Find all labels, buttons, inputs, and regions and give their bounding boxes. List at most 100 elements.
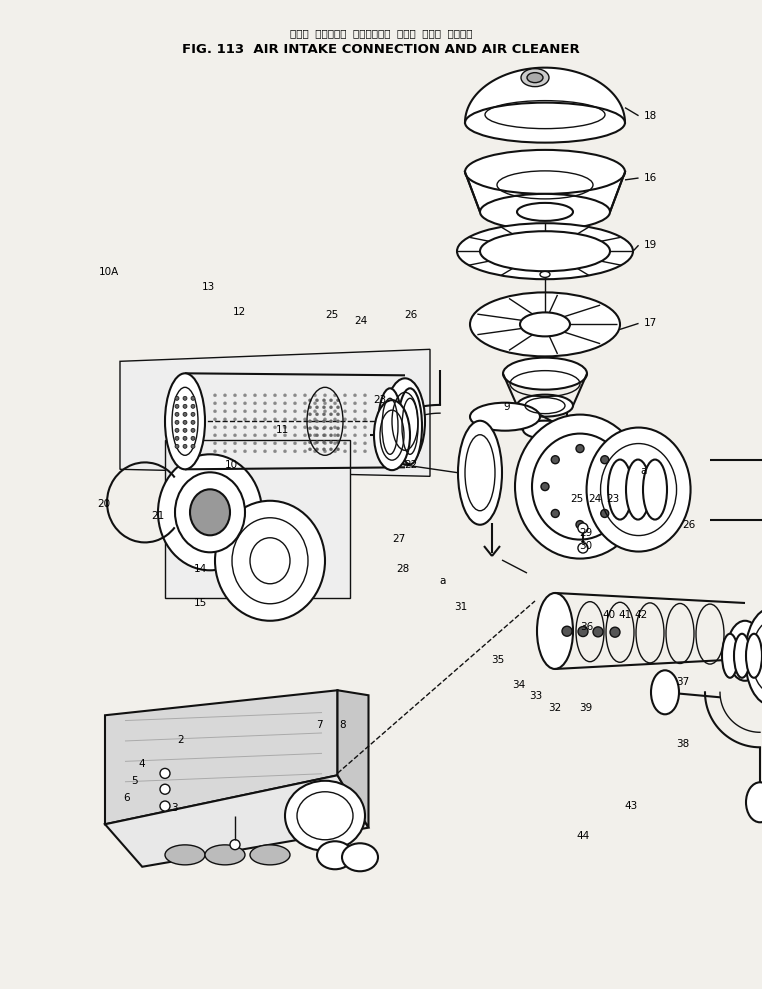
Circle shape — [244, 442, 246, 445]
Circle shape — [183, 428, 187, 432]
Text: 13: 13 — [202, 282, 215, 292]
Circle shape — [354, 409, 357, 412]
Circle shape — [334, 442, 337, 445]
Circle shape — [309, 405, 312, 408]
Circle shape — [213, 434, 216, 437]
Circle shape — [264, 426, 267, 429]
Text: 6: 6 — [123, 793, 130, 803]
Text: 23: 23 — [373, 395, 386, 405]
Circle shape — [354, 434, 357, 437]
Circle shape — [213, 450, 216, 453]
Ellipse shape — [587, 427, 690, 552]
Circle shape — [213, 409, 216, 412]
Circle shape — [183, 405, 187, 408]
Circle shape — [283, 434, 287, 437]
Circle shape — [551, 456, 559, 464]
Circle shape — [363, 402, 367, 405]
Circle shape — [309, 448, 312, 451]
Ellipse shape — [651, 671, 679, 714]
Text: 30: 30 — [579, 541, 592, 551]
Circle shape — [303, 426, 306, 429]
Circle shape — [334, 394, 337, 397]
Circle shape — [264, 450, 267, 453]
Circle shape — [293, 442, 296, 445]
Ellipse shape — [503, 358, 587, 390]
Circle shape — [337, 448, 340, 451]
Circle shape — [191, 420, 195, 424]
Circle shape — [322, 448, 325, 451]
Ellipse shape — [523, 420, 567, 439]
Circle shape — [274, 417, 277, 420]
Circle shape — [337, 434, 340, 437]
Circle shape — [315, 399, 319, 402]
Ellipse shape — [608, 460, 632, 519]
Circle shape — [354, 394, 357, 397]
Circle shape — [611, 483, 619, 491]
Text: 32: 32 — [549, 703, 562, 713]
Text: 5: 5 — [131, 776, 138, 786]
Text: 31: 31 — [454, 602, 467, 612]
Circle shape — [363, 434, 367, 437]
Ellipse shape — [520, 313, 570, 336]
Circle shape — [334, 409, 337, 412]
Circle shape — [233, 426, 236, 429]
Text: 22: 22 — [404, 460, 417, 470]
Circle shape — [283, 394, 287, 397]
Circle shape — [191, 412, 195, 416]
Circle shape — [264, 434, 267, 437]
Text: 23: 23 — [607, 494, 620, 504]
Circle shape — [293, 394, 296, 397]
Circle shape — [329, 434, 332, 437]
Circle shape — [175, 412, 179, 416]
Circle shape — [313, 417, 316, 420]
Circle shape — [223, 442, 226, 445]
Circle shape — [293, 426, 296, 429]
Circle shape — [578, 523, 588, 533]
Circle shape — [313, 450, 316, 453]
Circle shape — [313, 409, 316, 412]
Circle shape — [233, 402, 236, 405]
Circle shape — [309, 412, 312, 415]
Ellipse shape — [517, 203, 573, 221]
Circle shape — [313, 394, 316, 397]
Circle shape — [354, 426, 357, 429]
Circle shape — [175, 444, 179, 448]
Circle shape — [283, 442, 287, 445]
Ellipse shape — [374, 401, 410, 470]
Circle shape — [344, 426, 347, 429]
Ellipse shape — [480, 194, 610, 229]
Ellipse shape — [398, 389, 422, 464]
Circle shape — [578, 627, 588, 637]
Ellipse shape — [521, 68, 549, 87]
Circle shape — [183, 420, 187, 424]
Circle shape — [160, 784, 170, 794]
Circle shape — [363, 442, 367, 445]
Circle shape — [576, 520, 584, 528]
Circle shape — [309, 399, 312, 402]
Ellipse shape — [722, 634, 738, 677]
Circle shape — [363, 394, 367, 397]
Circle shape — [175, 405, 179, 408]
Text: 2: 2 — [177, 735, 184, 745]
Ellipse shape — [342, 844, 378, 871]
Circle shape — [329, 399, 332, 402]
Circle shape — [244, 417, 246, 420]
Circle shape — [324, 409, 326, 412]
Circle shape — [593, 627, 603, 637]
Circle shape — [223, 426, 226, 429]
Circle shape — [578, 543, 588, 553]
Circle shape — [576, 445, 584, 453]
Circle shape — [337, 405, 340, 408]
Text: 44: 44 — [576, 831, 589, 841]
Polygon shape — [465, 172, 625, 212]
Circle shape — [293, 434, 296, 437]
Text: 35: 35 — [491, 655, 504, 665]
Circle shape — [324, 402, 326, 405]
Circle shape — [274, 442, 277, 445]
Circle shape — [322, 434, 325, 437]
Circle shape — [254, 409, 257, 412]
Circle shape — [322, 427, 325, 430]
Text: 8: 8 — [339, 720, 346, 730]
Text: 10: 10 — [225, 460, 238, 470]
Text: 37: 37 — [677, 677, 690, 687]
